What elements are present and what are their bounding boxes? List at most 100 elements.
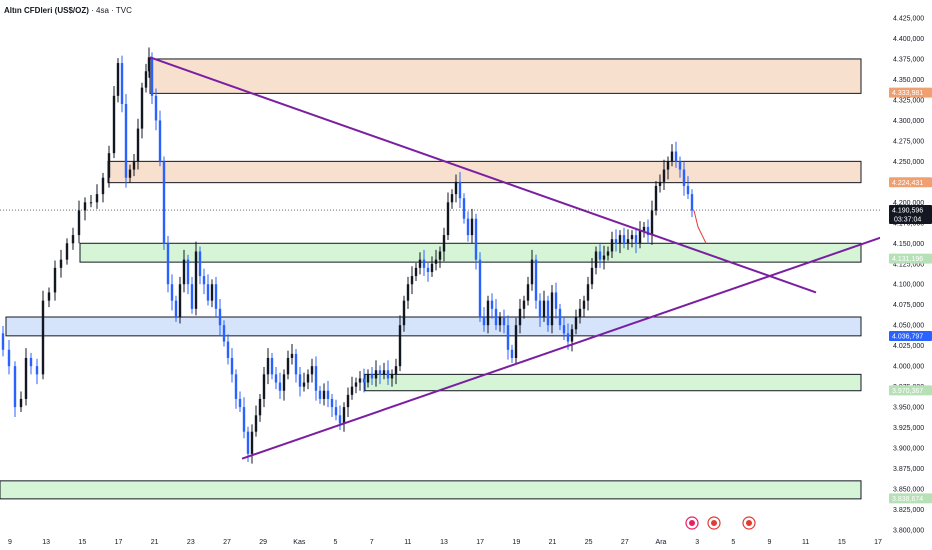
zone-resistance-top[interactable]	[149, 58, 862, 94]
candle-body	[514, 325, 518, 358]
candle-body	[226, 341, 230, 358]
price-tag	[889, 385, 932, 396]
candle-body	[358, 378, 362, 383]
candle-body	[494, 308, 498, 326]
candle-body	[366, 374, 370, 383]
candle-body	[286, 357, 290, 375]
candle-body	[578, 308, 582, 318]
candle-body	[586, 284, 590, 301]
candle-body	[95, 194, 99, 203]
x-tick-label: 5	[334, 539, 338, 546]
us-flag-icon-dot	[711, 520, 717, 526]
candle-body	[390, 374, 394, 379]
candle-body	[622, 235, 626, 244]
candle-body	[630, 235, 634, 240]
trendlines-layer	[149, 56, 889, 460]
candle-body	[502, 317, 506, 326]
candle-body	[310, 366, 314, 375]
x-tick-label: 27	[223, 539, 231, 546]
candle-body	[128, 169, 132, 178]
price-tag-label: 3.838,674	[892, 496, 923, 503]
candle-body	[318, 390, 322, 399]
candle-body	[59, 259, 63, 268]
candle-body	[298, 374, 302, 387]
candle-body	[478, 259, 482, 318]
x-tick-label: 25	[585, 539, 593, 546]
zones-layer	[0, 58, 862, 500]
y-tick-label: 3.875,000	[893, 466, 924, 473]
x-tick-label: 9	[8, 539, 12, 546]
candle-body	[590, 267, 594, 285]
x-tick-label: 5	[731, 539, 735, 546]
candle-body	[642, 226, 646, 231]
candle-body	[550, 292, 554, 326]
candle-body	[354, 382, 358, 387]
zone-support-3[interactable]	[0, 480, 862, 500]
zone-resistance-2[interactable]	[107, 160, 862, 184]
candle-body	[530, 259, 534, 285]
candle-body	[29, 357, 33, 367]
candle-body	[606, 251, 610, 256]
candle-body	[278, 382, 282, 391]
zone-support-1[interactable]	[79, 242, 862, 263]
candle-body	[542, 300, 546, 318]
x-tick-label: 11	[404, 539, 411, 546]
candle-body	[116, 63, 120, 96]
time-axis[interactable]: 9 13 15 17 21 23 27 29 Kas 5 7 11 13 17 19 21 25 27 Ara 3 5 9…	[8, 539, 882, 546]
price-tag	[889, 253, 932, 264]
candle-body	[670, 151, 674, 162]
candle-body	[71, 235, 75, 244]
candle-body	[382, 370, 386, 375]
candle-body	[534, 259, 538, 301]
price-tag	[889, 493, 932, 504]
y-tick-label: 4.125,000	[893, 261, 924, 268]
y-tick-label: 3.825,000	[893, 507, 924, 514]
candle-body	[234, 374, 238, 399]
price-tag	[889, 177, 932, 188]
candle-body	[140, 87, 144, 129]
candle-body	[170, 284, 174, 301]
candle-body	[454, 181, 458, 195]
zone-support-2[interactable]	[364, 373, 862, 392]
candle-body	[35, 366, 39, 375]
candle-body	[147, 57, 151, 72]
candle-body	[678, 161, 682, 170]
candle-body	[120, 63, 124, 105]
candle-body	[338, 415, 342, 424]
y-tick-label: 4.300,000	[893, 118, 924, 125]
candle-body	[386, 370, 390, 379]
candle-body	[370, 374, 374, 379]
candle-body	[144, 71, 148, 88]
ascending-trendline[interactable]	[241, 234, 889, 460]
candle-body	[690, 194, 694, 211]
y-tick-label: 3.850,000	[893, 487, 924, 494]
candle-body	[406, 284, 410, 301]
candle-body	[107, 153, 111, 178]
price-tag-label: 4.190,596	[892, 208, 923, 215]
descending-trendline[interactable]	[149, 56, 817, 294]
price-tag-label: 4.131,196	[892, 256, 923, 263]
event-icons	[685, 516, 756, 530]
x-tick-label: 3	[695, 539, 699, 546]
candle-body	[250, 431, 254, 454]
lightning-icon-dot	[689, 520, 695, 526]
price-axis[interactable]: 3.800,000 3.825,000 3.850,000 3.875,000 3.90…	[880, 0, 932, 550]
candle-body	[294, 353, 298, 375]
candle-body	[24, 357, 28, 399]
candles-layer	[1, 47, 707, 464]
candle-body	[498, 317, 502, 326]
candle-body	[662, 169, 666, 182]
candle-body	[546, 300, 550, 326]
candle-body	[306, 374, 310, 383]
candle-body	[132, 161, 136, 170]
candle-body	[254, 415, 258, 432]
candle-body	[658, 181, 662, 186]
candle-body	[19, 398, 23, 408]
candle-body	[124, 104, 128, 178]
candle-body	[65, 243, 69, 260]
zone-support-blue[interactable]	[5, 316, 862, 337]
x-tick-label: 27	[621, 539, 629, 546]
candle-body	[462, 198, 466, 219]
y-tick-label: 4.200,000	[893, 200, 924, 207]
